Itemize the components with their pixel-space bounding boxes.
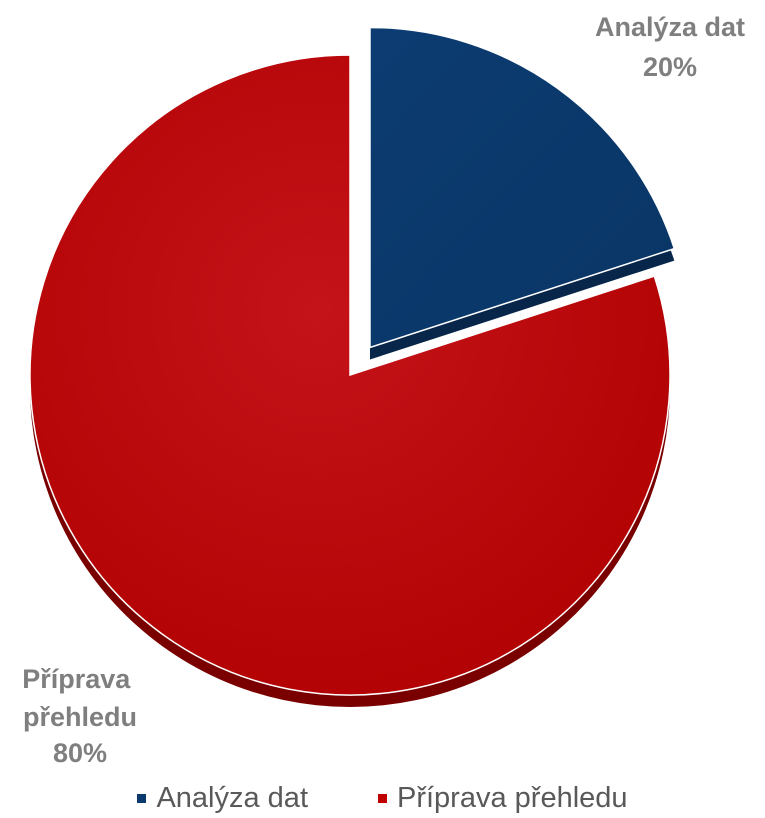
data-label-priprava-prehledu-value: 80%	[53, 738, 107, 768]
legend-swatch-analyza-dat	[137, 793, 147, 803]
data-label-analyza-dat-value: 20%	[643, 52, 697, 82]
legend-item-priprava-prehledu[interactable]: Příprava přehledu	[378, 782, 628, 815]
legend-item-analyza-dat[interactable]: Analýza dat	[137, 782, 308, 815]
pie-slice-analyza-dat	[369, 26, 676, 349]
legend: Analýza dat Příprava přehledu	[0, 778, 765, 818]
data-label-analyza-dat-name: Analýza dat	[595, 12, 745, 42]
data-label-priprava-prehledu-name: Příprava přehledu	[22, 664, 138, 732]
legend-label-priprava-prehledu: Příprava přehledu	[397, 781, 628, 814]
pie-slice-priprava-prehledu	[29, 54, 671, 696]
legend-label-analyza-dat: Analýza dat	[156, 781, 308, 814]
legend-swatch-priprava-prehledu	[378, 793, 387, 803]
